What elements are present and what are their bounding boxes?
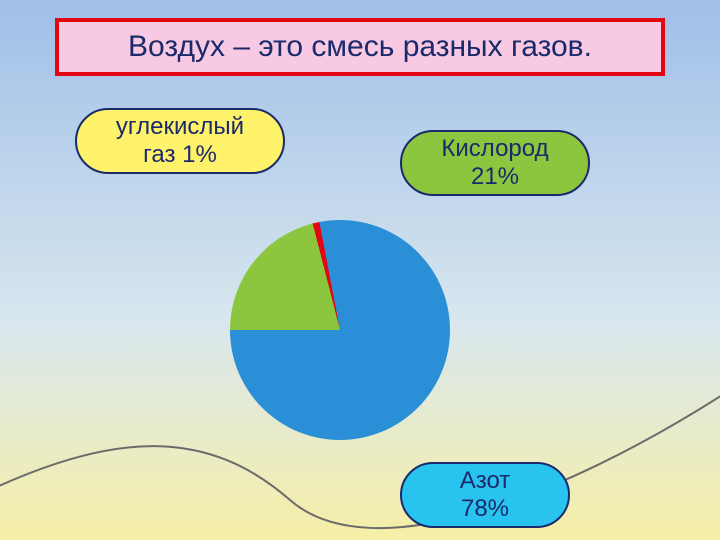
- bubble-line1: Азот: [460, 467, 511, 495]
- air-composition-pie: [230, 220, 450, 440]
- title-box: Воздух – это смесь разных газов.: [55, 18, 665, 76]
- slide-stage: Воздух – это смесь разных газов. углекисл…: [0, 0, 720, 540]
- bubble-line2: 78%: [460, 495, 511, 523]
- bubble-line2: 21%: [441, 163, 548, 191]
- label-bubble-oxygen: Кислород21%: [400, 130, 590, 196]
- title-text: Воздух – это смесь разных газов.: [128, 30, 592, 64]
- bubble-line2: газ 1%: [116, 141, 244, 169]
- label-bubble-nitrogen: Азот78%: [400, 462, 570, 528]
- bubble-line1: углекислый: [116, 113, 244, 141]
- bubble-line1: Кислород: [441, 135, 548, 163]
- label-bubble-co2: углекислыйгаз 1%: [75, 108, 285, 174]
